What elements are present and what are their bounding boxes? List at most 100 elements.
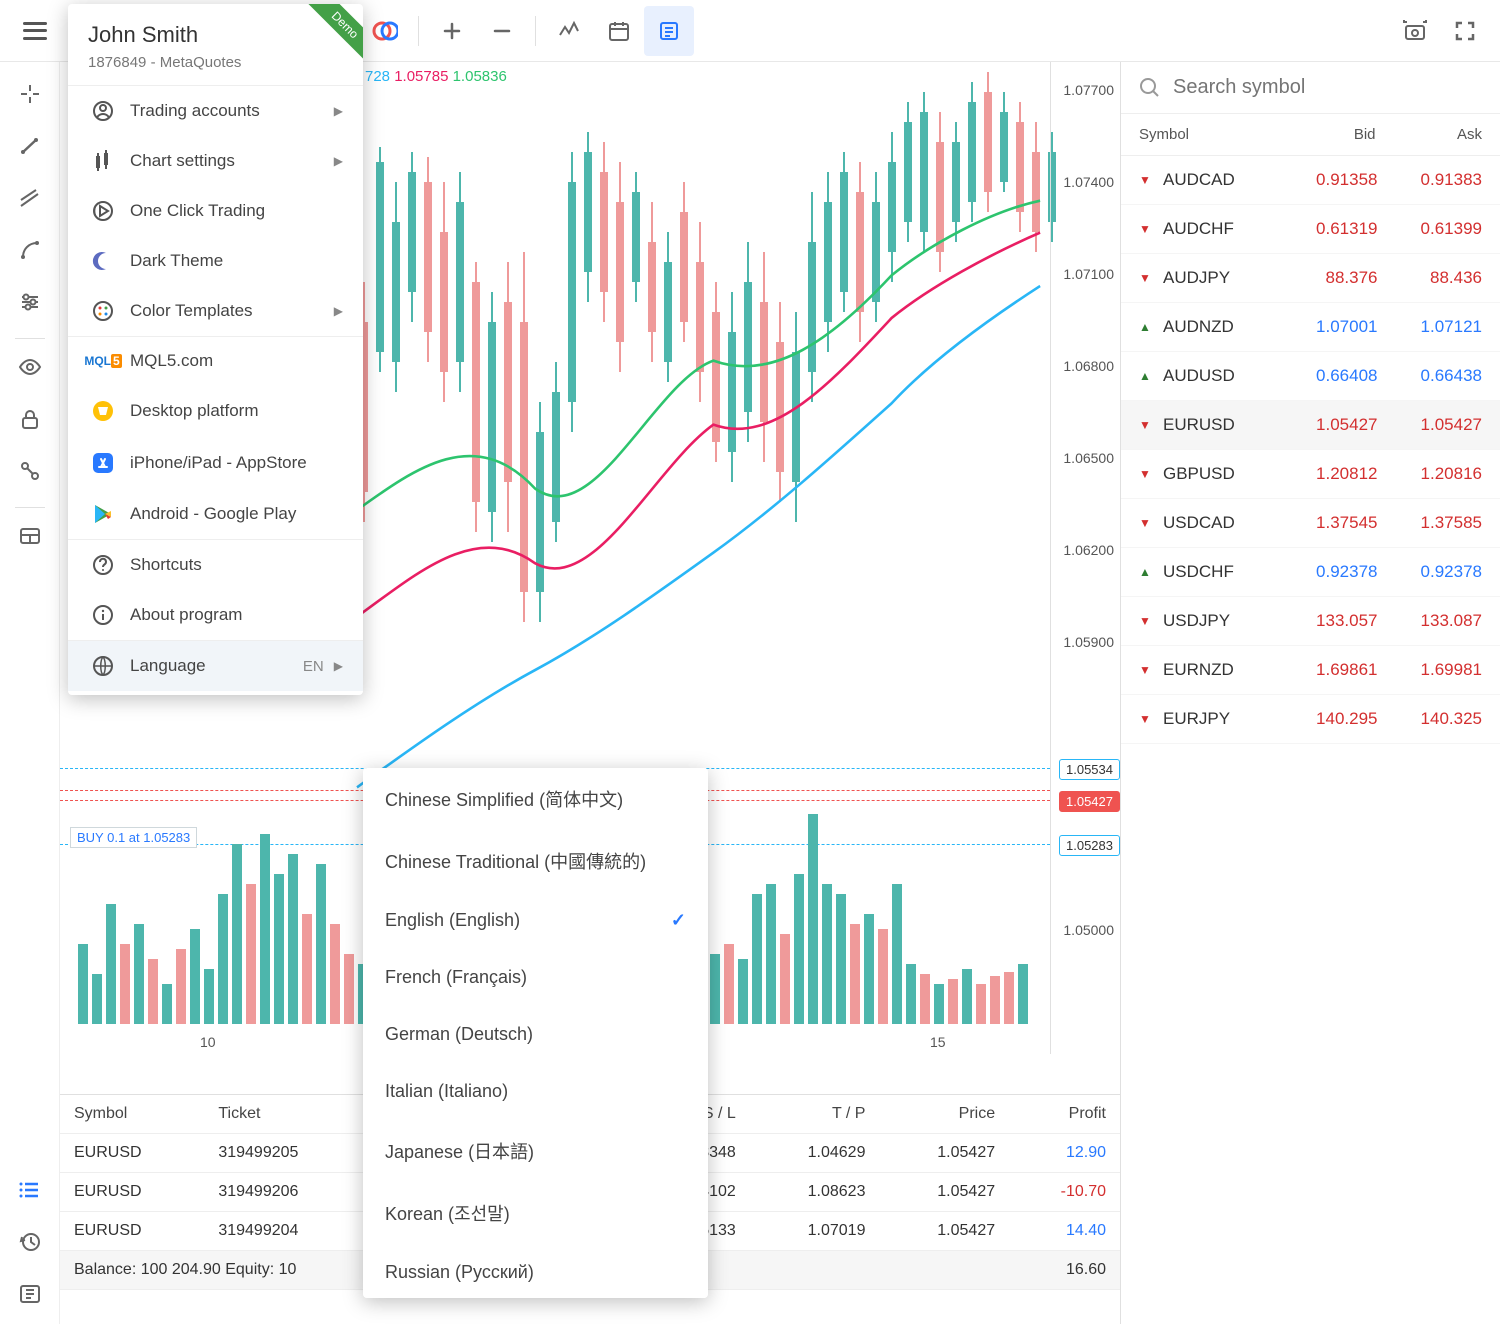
direction-icon: ▼: [1139, 614, 1155, 628]
zoom-out-button[interactable]: [477, 6, 527, 56]
legend-value: 1.05836: [453, 68, 507, 85]
volume-bar: [190, 929, 200, 1024]
language-option[interactable]: French (Français): [363, 949, 708, 1006]
logo-icon: [360, 6, 410, 56]
mql5-icon: MQL5: [88, 354, 118, 368]
direction-icon: ▼: [1139, 222, 1155, 236]
menu-item-one-click-trading[interactable]: One Click Trading: [68, 186, 363, 236]
user-icon: [88, 100, 118, 122]
symbol-row[interactable]: ▲AUDNZD1.070011.07121: [1121, 303, 1500, 352]
menu-item-color-templates[interactable]: Color Templates▶: [68, 286, 363, 336]
layout-tool[interactable]: [8, 514, 52, 558]
menu-item-android-google-play[interactable]: Android - Google Play: [68, 489, 363, 539]
column-header[interactable]: Profit: [1009, 1095, 1120, 1134]
language-option[interactable]: English (English)✓: [363, 892, 708, 949]
buy-order-label[interactable]: BUY 0.1 at 1.05283: [70, 827, 197, 848]
channel-tool[interactable]: [8, 176, 52, 220]
symbol-row[interactable]: ▼EURNZD1.698611.69981: [1121, 646, 1500, 695]
menu-item-shortcuts[interactable]: Shortcuts: [68, 540, 363, 590]
language-option[interactable]: Japanese (日本語): [363, 1120, 708, 1182]
indicator-button[interactable]: [544, 6, 594, 56]
symbol-row[interactable]: ▼AUDCHF0.613190.61399: [1121, 205, 1500, 254]
volume-bar: [920, 974, 930, 1024]
symbol-row[interactable]: ▼EURJPY140.295140.325: [1121, 695, 1500, 744]
bid-value: 0.66408: [1273, 366, 1378, 386]
symbol-name: AUDCHF: [1163, 219, 1273, 239]
symbol-row[interactable]: ▼USDJPY133.057133.087: [1121, 597, 1500, 646]
symbol-name: AUDNZD: [1163, 317, 1273, 337]
symbol-name: AUDUSD: [1163, 366, 1273, 386]
column-header[interactable]: T / P: [750, 1095, 880, 1134]
symbol-name: USDJPY: [1163, 611, 1273, 631]
objects-tool[interactable]: [8, 449, 52, 493]
menu-item-iphone-ipad-appstore[interactable]: iPhone/iPad - AppStore: [68, 437, 363, 489]
crosshair-tool[interactable]: [8, 72, 52, 116]
language-submenu: Chinese Simplified (简体中文) Chinese Traditi…: [363, 768, 708, 1298]
ask-value: 0.91383: [1378, 170, 1483, 190]
menu-item-chart-settings[interactable]: Chart settings▶: [68, 136, 363, 186]
list-view-button[interactable]: [8, 1168, 52, 1212]
volume-bar: [836, 894, 846, 1024]
language-label: Chinese Traditional (中國傳統的): [385, 848, 646, 874]
symbol-search-input[interactable]: [1173, 76, 1482, 99]
volume-bar: [302, 914, 312, 1024]
direction-icon: ▼: [1139, 712, 1155, 726]
volume-bar: [738, 959, 748, 1024]
menu-item-trading-accounts[interactable]: Trading accounts▶: [68, 86, 363, 136]
direction-icon: ▼: [1139, 467, 1155, 481]
menu-item-desktop-platform[interactable]: Desktop platform: [68, 385, 363, 437]
language-option[interactable]: Chinese Simplified (简体中文): [363, 768, 708, 830]
calendar-button[interactable]: [594, 6, 644, 56]
menu-item-mql5-com[interactable]: MQL5MQL5.com: [68, 337, 363, 385]
ask-value: 1.69981: [1378, 660, 1483, 680]
news-button[interactable]: [644, 6, 694, 56]
history-button[interactable]: [8, 1220, 52, 1264]
ask-value: 0.92378: [1378, 562, 1483, 582]
language-option[interactable]: German (Deutsch): [363, 1006, 708, 1063]
volume-bar: [204, 969, 214, 1024]
chevron-right-icon: ▶: [334, 659, 343, 673]
trendline-tool[interactable]: [8, 124, 52, 168]
menu-item-label: Dark Theme: [130, 251, 223, 271]
zoom-in-button[interactable]: [427, 6, 477, 56]
price-tick: 1.06500: [1063, 450, 1114, 466]
visibility-tool[interactable]: [8, 345, 52, 389]
x-tick: 15: [930, 1034, 946, 1050]
symbol-name: USDCHF: [1163, 562, 1273, 582]
symbol-search[interactable]: [1121, 62, 1500, 114]
language-option[interactable]: Chinese Traditional (中國傳統的): [363, 830, 708, 892]
symbol-row[interactable]: ▼USDCAD1.375451.37585: [1121, 499, 1500, 548]
lock-tool[interactable]: [8, 397, 52, 441]
volume-bar: [120, 944, 130, 1024]
symbol-row[interactable]: ▼AUDJPY88.37688.436: [1121, 254, 1500, 303]
symbol-row[interactable]: ▼AUDCAD0.913580.91383: [1121, 156, 1500, 205]
globe-icon: [88, 655, 118, 677]
fib-tool[interactable]: [8, 228, 52, 272]
symbol-row[interactable]: ▼GBPUSD1.208121.20816: [1121, 450, 1500, 499]
panel-button[interactable]: [8, 1272, 52, 1316]
symbol-row[interactable]: ▼EURUSD1.054271.05427: [1121, 401, 1500, 450]
language-option[interactable]: Italian (Italiano): [363, 1063, 708, 1120]
language-option[interactable]: Russian (Русский): [363, 1244, 708, 1298]
menu-item-about-program[interactable]: About program: [68, 590, 363, 640]
price-tick: 1.07700: [1063, 82, 1114, 98]
col-bid: Bid: [1269, 126, 1376, 143]
symbol-row[interactable]: ▲USDCHF0.923780.92378: [1121, 548, 1500, 597]
column-header[interactable]: Ticket: [204, 1095, 367, 1134]
fullscreen-button[interactable]: [1440, 6, 1490, 56]
bid-value: 0.91358: [1273, 170, 1378, 190]
column-header[interactable]: Price: [879, 1095, 1009, 1134]
settings-tool[interactable]: [8, 280, 52, 324]
symbol-row[interactable]: ▲AUDUSD0.664080.66438: [1121, 352, 1500, 401]
direction-icon: ▼: [1139, 663, 1155, 677]
column-header[interactable]: Symbol: [60, 1095, 204, 1134]
legend-value: 728: [365, 68, 394, 85]
screenshot-button[interactable]: [1390, 6, 1440, 56]
menu-language[interactable]: Language EN ▶: [68, 641, 363, 691]
language-option[interactable]: Korean (조선말): [363, 1182, 708, 1244]
menu-item-dark-theme[interactable]: Dark Theme: [68, 236, 363, 286]
direction-icon: ▼: [1139, 516, 1155, 530]
bid-value: 0.61319: [1273, 219, 1378, 239]
language-label: English (English): [385, 910, 520, 931]
menu-button[interactable]: [10, 6, 60, 56]
